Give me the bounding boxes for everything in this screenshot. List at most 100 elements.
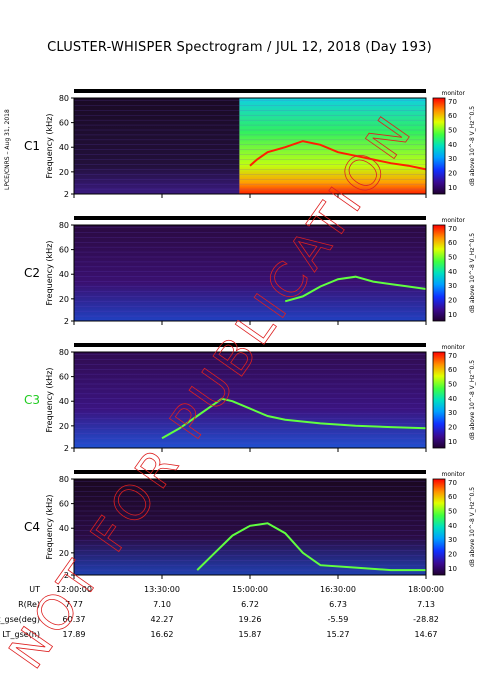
y-tick-label: 20 (59, 168, 69, 177)
ephemeris-value: -28.82 (413, 615, 439, 624)
colorbar-tick-label: 70 (448, 479, 457, 487)
row-label: LT_gse(h) (2, 630, 40, 639)
y-tick-label: 80 (59, 94, 69, 103)
colorbar-tick-label: 20 (448, 170, 457, 178)
status-bar (74, 89, 426, 93)
colorbar-tick-label: 70 (448, 225, 457, 233)
colorbar-tick-label: 50 (448, 508, 457, 516)
panel-label: C3 (24, 393, 40, 407)
x-tick-label: 15:00:00 (232, 585, 268, 594)
y-tick-label: 20 (59, 422, 69, 431)
colorbar (432, 478, 446, 576)
colorbar-tick-label: 20 (448, 424, 457, 432)
spectrogram-bg (74, 352, 426, 448)
colorbar-tick-label: 20 (448, 297, 457, 305)
y-axis-label: Frequency (kHz) (45, 114, 54, 179)
plasma-line (161, 397, 427, 440)
panel-label: C1 (24, 139, 40, 153)
status-bar (74, 470, 426, 474)
colorbar-tick-label: 60 (448, 112, 457, 120)
x-tick-label: 13:30:00 (144, 585, 180, 594)
y-tick-label: 20 (59, 295, 69, 304)
panel-c2: 80 60 40 20 2 Frequency (kHz) C2 70 60 50 40 30 20 10… (24, 216, 476, 326)
spectrogram-bg (74, 479, 426, 575)
colorbar-corner-label: monitor (442, 471, 466, 478)
colorbar-label: dB above 10^-8 V_Hz^0.5 (469, 106, 476, 186)
ephemeris-value: 15.87 (239, 630, 262, 639)
y-tick-label: 2 (64, 571, 69, 580)
colorbar-tick-label: 40 (448, 141, 457, 149)
y-axis-label: Frequency (kHz) (45, 368, 54, 433)
y-axis-label: Frequency (kHz) (45, 241, 54, 306)
y-tick-label: 80 (59, 348, 69, 357)
ephemeris-value: 7.10 (153, 600, 171, 609)
colorbar-label: dB above 10^-8 V_Hz^0.5 (469, 487, 476, 567)
colorbar-tick-label: 60 (448, 493, 457, 501)
ephemeris-value: 6.73 (329, 600, 347, 609)
colorbar-corner-label: monitor (442, 344, 466, 351)
plasma-line (249, 140, 427, 171)
panel-c4: 80 60 40 20 2 Frequency (kHz) C4 70 60 50 40 30 20 10… (24, 470, 476, 580)
y-tick-label: 60 (59, 373, 69, 382)
colorbar-label: dB above 10^-8 V_Hz^0.5 (469, 233, 476, 313)
row-label: UT (29, 585, 40, 594)
colorbar-tick-label: 30 (448, 282, 457, 290)
ephemeris-value: 19.26 (239, 615, 262, 624)
colorbar-tick-label: 20 (448, 551, 457, 559)
ephemeris-value: 60.37 (63, 615, 86, 624)
ephemeris-value: -5.59 (328, 615, 349, 624)
ephemeris-value: 14.67 (415, 630, 438, 639)
ephemeris-row: LT_gse(h) 17.89 16.62 15.87 15.27 14.67 (2, 630, 437, 639)
x-tick-label: 12:00:00 (56, 585, 92, 594)
panel-label: C2 (24, 266, 40, 280)
colorbar-label: dB above 10^-8 V_Hz^0.5 (469, 360, 476, 440)
x-tick-label: 16:30:00 (320, 585, 356, 594)
plasma-line (196, 522, 426, 572)
colorbar (432, 351, 446, 449)
colorbar-corner-label: monitor (442, 90, 466, 97)
colorbar-tick-label: 10 (448, 565, 457, 573)
ephemeris-value: 7.13 (417, 600, 435, 609)
y-tick-label: 60 (59, 119, 69, 128)
y-tick-label: 20 (59, 549, 69, 558)
colorbar-tick-label: 50 (448, 127, 457, 135)
spectrogram-bg-active (239, 98, 426, 194)
y-tick-label: 40 (59, 524, 69, 533)
y-tick-label: 60 (59, 500, 69, 509)
colorbar (432, 97, 446, 195)
colorbar-tick-label: 50 (448, 381, 457, 389)
y-tick-label: 60 (59, 246, 69, 255)
row-label: R(Re) (18, 600, 40, 609)
colorbar-tick-label: 10 (448, 438, 457, 446)
panel-label: C4 (24, 520, 40, 534)
colorbar-tick-label: 30 (448, 536, 457, 544)
ephemeris-row: Lat_gse(deg) 60.37 42.27 19.26 -5.59 -28.82 (0, 615, 439, 624)
chart-title: CLUSTER-WHISPER Spectrogram / JUL 12, 20… (47, 40, 432, 55)
colorbar-tick-label: 70 (448, 98, 457, 106)
colorbar-tick-label: 40 (448, 268, 457, 276)
y-tick-label: 80 (59, 221, 69, 230)
y-tick-label: 80 (59, 475, 69, 484)
colorbar-tick-label: 60 (448, 239, 457, 247)
plasma-line (284, 275, 427, 303)
status-bar (74, 343, 426, 347)
colorbar-tick-label: 50 (448, 254, 457, 262)
y-tick-label: 2 (64, 444, 69, 453)
y-tick-label: 2 (64, 317, 69, 326)
ephemeris-value: 16.62 (151, 630, 174, 639)
colorbar-corner-label: monitor (442, 217, 466, 224)
spectrogram-bg (74, 225, 426, 321)
y-tick-label: 40 (59, 397, 69, 406)
colorbar-tick-label: 30 (448, 409, 457, 417)
ephemeris-value: 17.89 (63, 630, 86, 639)
ephemeris-value: 6.72 (241, 600, 259, 609)
panel-c3: 80 60 40 20 2 Frequency (kHz) C3 70 60 50 40 30 20 10… (24, 343, 476, 453)
y-tick-label: 2 (64, 190, 69, 199)
x-tick-label: 18:00:00 (408, 585, 444, 594)
panel-c1: 80 60 40 20 2 Frequency (kHz) C1 70 60 50 40 30 20 10… (24, 89, 476, 199)
colorbar-tick-label: 10 (448, 311, 457, 319)
ephemeris-value: 15.27 (327, 630, 350, 639)
time-axis-row: UT 12:00:00 13:30:00 15:00:00 16:30:00 18:00:… (29, 585, 444, 594)
colorbar-tick-label: 60 (448, 366, 457, 374)
